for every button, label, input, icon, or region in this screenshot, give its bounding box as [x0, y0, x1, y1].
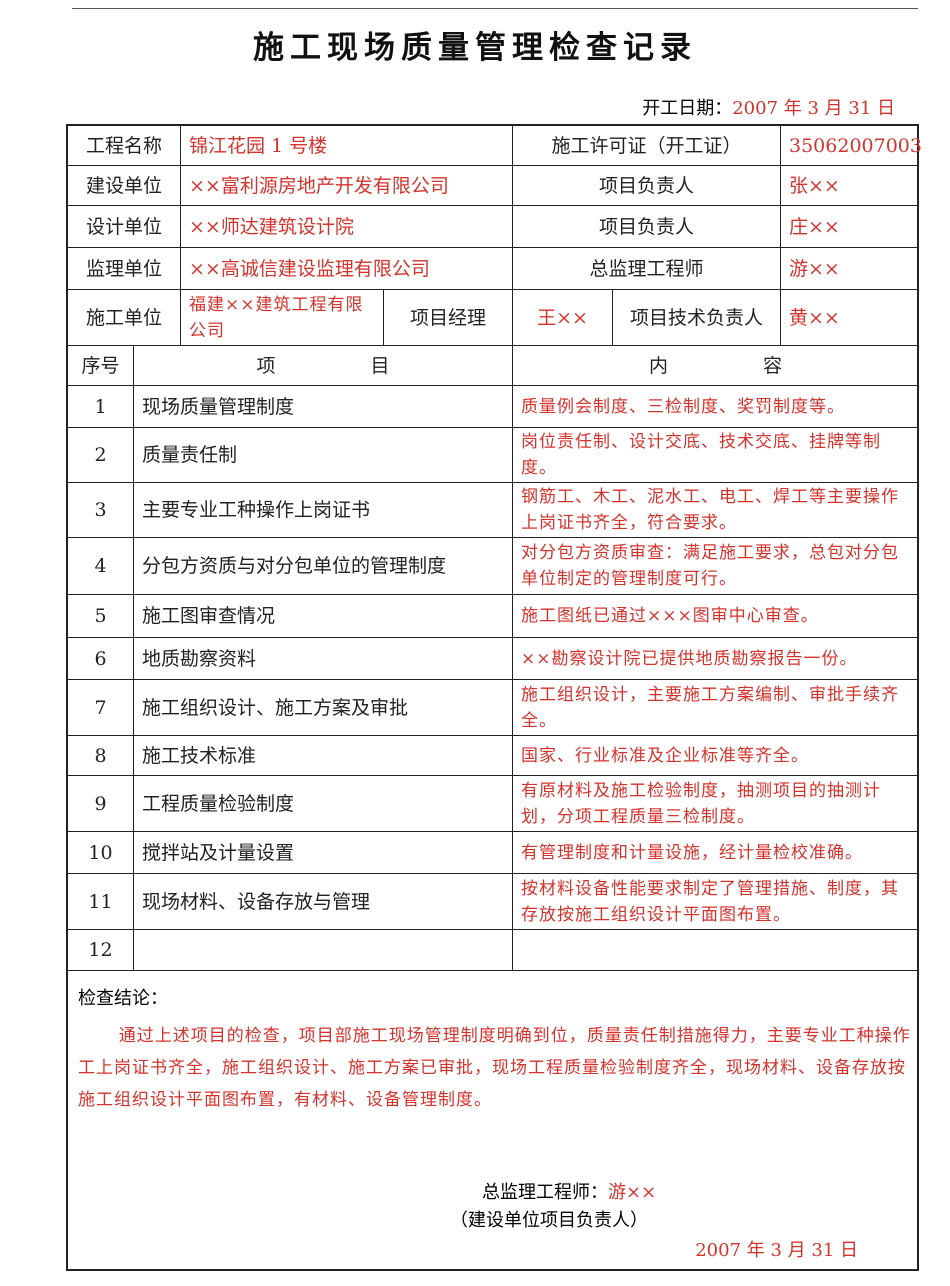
conclusion-label: 检查结论： — [78, 988, 168, 1009]
column-header: 内 容 — [512, 345, 919, 386]
item-name: 现场质量管理制度 — [133, 385, 513, 428]
start-date: 2007 年 3 月 31 日 — [732, 98, 895, 119]
row-number: 2 — [67, 427, 134, 483]
field-value: 庄×× — [780, 205, 919, 248]
item-name: 质量责任制 — [133, 427, 513, 483]
item-name: 施工图审查情况 — [133, 594, 513, 638]
field-value: 王×× — [512, 289, 613, 346]
row-number: 1 — [67, 385, 134, 428]
row-number: 7 — [67, 679, 134, 736]
row-number: 12 — [67, 929, 134, 971]
start-date-line: 开工日期：2007 年 3 月 31 日 — [642, 94, 895, 120]
row-number: 6 — [67, 637, 134, 680]
field-value: ××富利源房地产开发有限公司 — [180, 165, 513, 206]
item-content: 施工图纸已通过×××图审中心审查。 — [512, 594, 919, 638]
field-value: 游×× — [780, 247, 919, 290]
item-content: 质量例会制度、三检制度、奖罚制度等。 — [512, 385, 919, 428]
conclusion-text: 通过上述项目的检查，项目部施工现场管理制度明确到位，质量责任制措施得力，主要专业… — [78, 1026, 911, 1110]
field-value: 福建××建筑工程有限公司 — [180, 289, 384, 346]
column-header: 项 目 — [133, 345, 513, 386]
item-name: 工程质量检验制度 — [133, 775, 513, 832]
signer: 游×× — [608, 1182, 657, 1203]
row-number: 5 — [67, 594, 134, 638]
item-name: 地质勘察资料 — [133, 637, 513, 680]
column-header: 序号 — [67, 345, 134, 386]
item-content: 岗位责任制、设计交底、技术交底、挂牌等制度。 — [512, 427, 919, 483]
field-label: 施工许可证（开工证） — [512, 125, 781, 166]
field-label: 设计单位 — [67, 205, 181, 248]
signer-line: 总监理工程师：游×× — [482, 1178, 656, 1204]
item-content: 有原材料及施工检验制度，抽测项目的抽测计划，分项工程质量三检制度。 — [512, 775, 919, 832]
row-number: 9 — [67, 775, 134, 832]
item-content: 国家、行业标准及企业标准等齐全。 — [512, 735, 919, 776]
item-name — [133, 929, 513, 971]
field-value: ××高诚信建设监理有限公司 — [180, 247, 513, 290]
field-value: 35062007003 — [780, 125, 922, 166]
item-content: ××勘察设计院已提供地质勘察报告一份。 — [512, 637, 919, 680]
field-value: 黄×× — [780, 289, 919, 346]
field-label: 项目技术负责人 — [612, 289, 781, 346]
signer-label: 总监理工程师： — [482, 1182, 608, 1203]
field-label: 施工单位 — [67, 289, 181, 346]
item-name: 施工组织设计、施工方案及审批 — [133, 679, 513, 736]
item-name: 分包方资质与对分包单位的管理制度 — [133, 537, 513, 595]
field-value: 锦江花园 1 号楼 — [180, 125, 513, 166]
field-value: ××师达建筑设计院 — [180, 205, 513, 248]
item-content: 对分包方资质审查：满足施工要求，总包对分包单位制定的管理制度可行。 — [512, 537, 919, 595]
item-name: 主要专业工种操作上岗证书 — [133, 482, 513, 538]
field-label: 项目负责人 — [512, 165, 781, 206]
field-label: 项目负责人 — [512, 205, 781, 248]
item-content: 钢筋工、木工、泥水工、电工、焊工等主要操作上岗证书齐全，符合要求。 — [512, 482, 919, 538]
signer-note: （建设单位项目负责人） — [450, 1210, 648, 1231]
row-number: 8 — [67, 735, 134, 776]
row-number: 10 — [67, 831, 134, 874]
title: 施工现场质量管理检查记录 — [253, 30, 697, 66]
row-number: 11 — [67, 873, 134, 930]
field-label: 总监理工程师 — [512, 247, 781, 290]
field-label: 监理单位 — [67, 247, 181, 290]
field-label: 建设单位 — [67, 165, 181, 206]
item-name: 现场材料、设备存放与管理 — [133, 873, 513, 930]
field-label: 工程名称 — [67, 125, 181, 166]
signature-date: 2007 年 3 月 31 日 — [695, 1240, 858, 1261]
item-content: 有管理制度和计量设施，经计量检校准确。 — [512, 831, 919, 874]
start-date-label: 开工日期： — [642, 98, 733, 119]
field-value: 张×× — [780, 165, 919, 206]
top-rule — [72, 8, 918, 9]
item-name: 施工技术标准 — [133, 735, 513, 776]
item-name: 搅拌站及计量设置 — [133, 831, 513, 874]
item-content — [512, 929, 919, 971]
row-number: 4 — [67, 537, 134, 595]
item-content: 按材料设备性能要求制定了管理措施、制度，其存放按施工组织设计平面图布置。 — [512, 873, 919, 930]
row-number: 3 — [67, 482, 134, 538]
field-label: 项目经理 — [383, 289, 513, 346]
item-content: 施工组织设计，主要施工方案编制、审批手续齐全。 — [512, 679, 919, 736]
